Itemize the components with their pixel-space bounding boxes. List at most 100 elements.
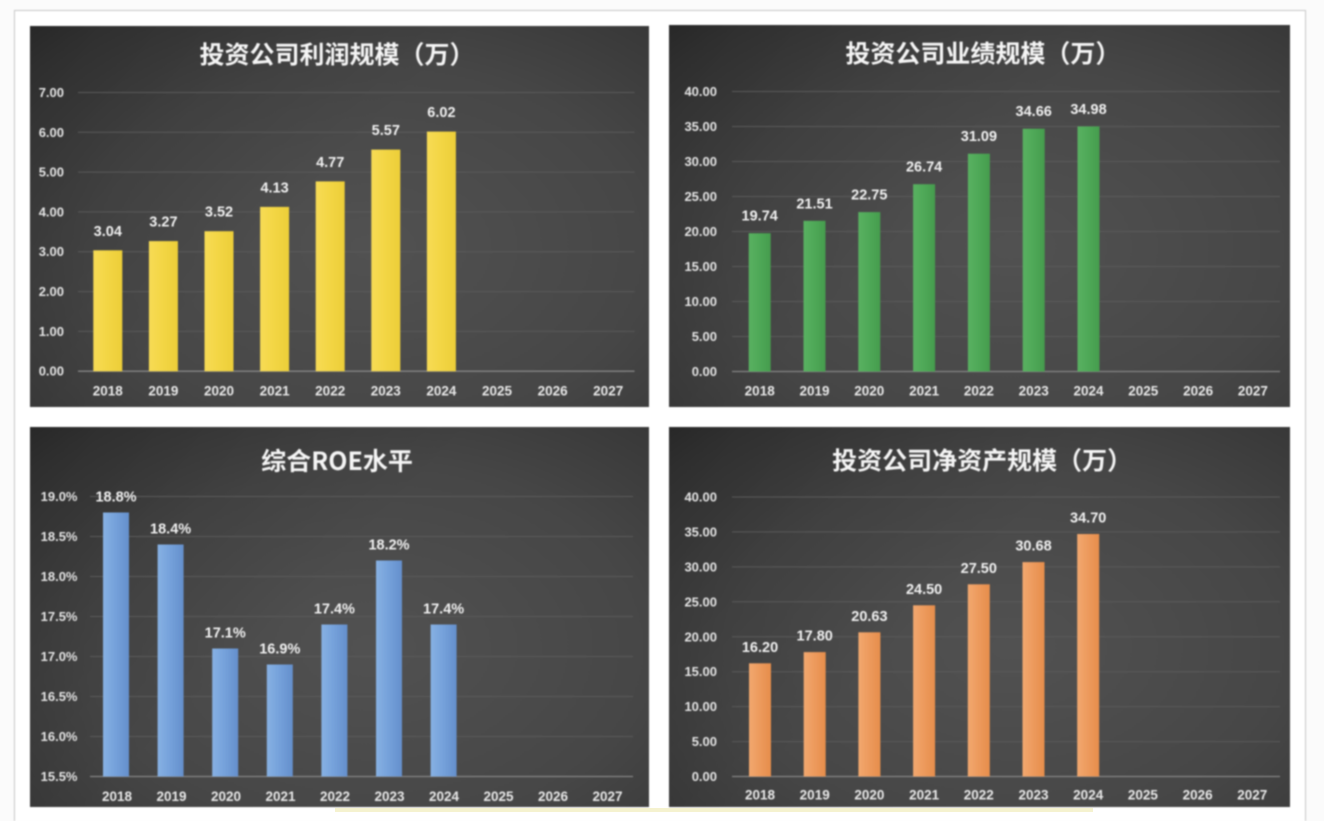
svg-text:17.5%: 17.5%	[41, 609, 78, 624]
svg-text:34.70: 34.70	[1070, 511, 1106, 527]
svg-text:18.8%: 18.8%	[95, 490, 136, 506]
svg-text:2023: 2023	[1019, 384, 1050, 399]
svg-text:4.13: 4.13	[260, 180, 288, 196]
svg-text:2026: 2026	[1183, 788, 1214, 803]
svg-text:2022: 2022	[964, 384, 994, 399]
svg-text:2021: 2021	[265, 789, 296, 804]
svg-text:2024: 2024	[1073, 788, 1104, 803]
svg-text:5.00: 5.00	[692, 329, 717, 344]
svg-text:40.00: 40.00	[684, 490, 717, 505]
svg-text:2020: 2020	[211, 789, 241, 804]
svg-text:2019: 2019	[148, 384, 178, 399]
svg-text:31.09: 31.09	[961, 129, 997, 145]
svg-text:16.0%: 16.0%	[41, 729, 78, 744]
svg-text:2020: 2020	[854, 384, 884, 399]
svg-text:2019: 2019	[156, 789, 186, 804]
svg-text:2026: 2026	[538, 384, 569, 399]
svg-text:2019: 2019	[800, 788, 830, 803]
svg-text:2023: 2023	[371, 384, 402, 399]
svg-text:2023: 2023	[374, 789, 405, 804]
svg-text:17.4%: 17.4%	[423, 602, 464, 618]
svg-text:2020: 2020	[854, 788, 884, 803]
svg-text:34.98: 34.98	[1070, 102, 1106, 118]
svg-text:2019: 2019	[799, 384, 829, 399]
svg-text:2.00: 2.00	[39, 284, 64, 299]
svg-text:18.5%: 18.5%	[41, 529, 78, 544]
svg-text:25.00: 25.00	[684, 189, 717, 204]
svg-text:2018: 2018	[745, 788, 776, 803]
svg-text:2022: 2022	[315, 384, 345, 399]
svg-text:2020: 2020	[204, 384, 234, 399]
svg-text:30.00: 30.00	[684, 154, 717, 169]
svg-text:19.0%: 19.0%	[41, 489, 78, 504]
svg-text:10.00: 10.00	[684, 699, 717, 714]
svg-text:2021: 2021	[909, 788, 940, 803]
svg-text:6.00: 6.00	[39, 125, 64, 140]
svg-text:2018: 2018	[102, 789, 133, 804]
svg-text:15.5%: 15.5%	[41, 769, 78, 784]
svg-text:6.02: 6.02	[427, 105, 455, 121]
svg-text:15.00: 15.00	[684, 259, 717, 274]
svg-text:2027: 2027	[593, 384, 623, 399]
svg-text:2021: 2021	[909, 384, 940, 399]
svg-text:2024: 2024	[426, 384, 457, 399]
svg-text:27.50: 27.50	[961, 561, 997, 577]
svg-text:30.68: 30.68	[1015, 539, 1051, 555]
svg-text:3.04: 3.04	[94, 224, 122, 240]
svg-text:2025: 2025	[482, 384, 513, 399]
svg-text:3.00: 3.00	[39, 244, 64, 259]
svg-text:34.66: 34.66	[1016, 104, 1052, 120]
svg-text:2022: 2022	[964, 788, 994, 803]
svg-text:18.4%: 18.4%	[150, 522, 191, 538]
svg-text:5.00: 5.00	[692, 734, 717, 749]
svg-text:2021: 2021	[260, 384, 291, 399]
svg-text:25.00: 25.00	[684, 594, 717, 609]
svg-text:2027: 2027	[592, 789, 622, 804]
svg-text:2027: 2027	[1238, 384, 1268, 399]
svg-text:2018: 2018	[745, 384, 776, 399]
svg-text:0.00: 0.00	[39, 364, 64, 379]
svg-text:17.1%: 17.1%	[205, 626, 246, 642]
svg-text:2025: 2025	[1128, 384, 1159, 399]
svg-text:2025: 2025	[483, 789, 514, 804]
svg-text:40.00: 40.00	[684, 84, 717, 99]
svg-text:26.74: 26.74	[906, 160, 942, 176]
svg-text:2026: 2026	[538, 789, 569, 804]
svg-text:35.00: 35.00	[684, 119, 717, 134]
svg-text:2018: 2018	[93, 384, 124, 399]
svg-text:19.74: 19.74	[742, 209, 778, 225]
svg-text:2022: 2022	[320, 789, 350, 804]
svg-text:0.00: 0.00	[692, 769, 717, 784]
svg-text:10.00: 10.00	[684, 294, 717, 309]
svg-text:3.27: 3.27	[149, 215, 177, 231]
svg-text:30.00: 30.00	[684, 559, 717, 574]
svg-text:18.0%: 18.0%	[41, 569, 78, 584]
svg-text:5.57: 5.57	[372, 123, 400, 139]
svg-text:4.00: 4.00	[39, 204, 64, 219]
svg-text:24.50: 24.50	[906, 582, 942, 598]
svg-text:20.00: 20.00	[684, 224, 717, 239]
svg-text:18.2%: 18.2%	[368, 538, 409, 554]
svg-text:3.52: 3.52	[205, 205, 233, 221]
svg-text:16.5%: 16.5%	[41, 689, 78, 704]
svg-text:2026: 2026	[1183, 384, 1214, 399]
svg-text:17.0%: 17.0%	[41, 649, 78, 664]
svg-text:5.00: 5.00	[39, 165, 64, 180]
svg-text:20.63: 20.63	[851, 609, 887, 625]
svg-text:4.77: 4.77	[316, 155, 344, 171]
svg-text:7.00: 7.00	[39, 85, 64, 100]
svg-text:17.4%: 17.4%	[314, 602, 355, 618]
svg-text:22.75: 22.75	[851, 188, 887, 204]
svg-text:0.00: 0.00	[692, 364, 717, 379]
svg-text:15.00: 15.00	[684, 664, 717, 679]
svg-text:35.00: 35.00	[684, 524, 717, 539]
svg-text:2025: 2025	[1128, 788, 1159, 803]
svg-text:16.9%: 16.9%	[259, 642, 300, 658]
svg-text:2024: 2024	[429, 789, 460, 804]
svg-text:1.00: 1.00	[39, 324, 64, 339]
svg-text:2027: 2027	[1237, 788, 1267, 803]
svg-text:20.00: 20.00	[684, 629, 717, 644]
svg-text:2023: 2023	[1018, 788, 1049, 803]
svg-text:16.20: 16.20	[742, 640, 778, 656]
svg-text:2024: 2024	[1073, 384, 1104, 399]
